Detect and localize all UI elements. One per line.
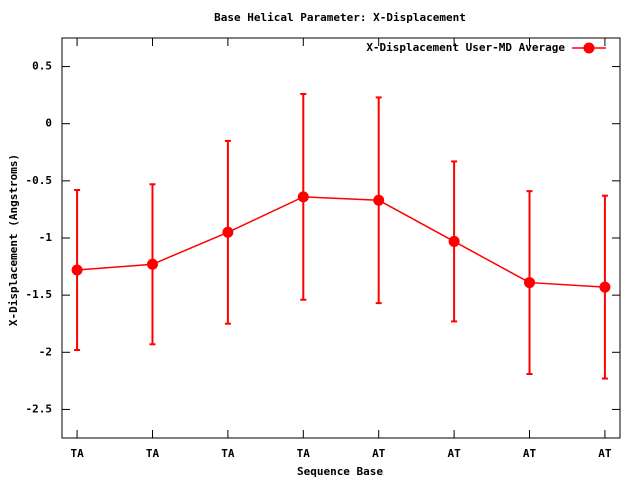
- x-tick-label: TA: [221, 447, 235, 460]
- x-tick-label: TA: [70, 447, 84, 460]
- y-axis-label: X-Displacement (Angstroms): [7, 154, 20, 326]
- y-tick-label: -1.5: [26, 288, 53, 301]
- y-tick-label: -2: [39, 345, 52, 358]
- y-tick-label: -0.5: [26, 174, 53, 187]
- x-tick-label: AT: [372, 447, 386, 460]
- point: [71, 264, 83, 276]
- chart-title: Base Helical Parameter: X-Displacement: [214, 11, 466, 24]
- point: [222, 226, 234, 238]
- point: [524, 277, 536, 289]
- point: [599, 281, 611, 293]
- series-line: [77, 196, 605, 288]
- legend-label: X-Displacement User-MD Average: [366, 41, 565, 54]
- y-tick-label: -1: [39, 231, 53, 244]
- y-tick-label: 0.5: [32, 60, 52, 73]
- point: [297, 191, 309, 203]
- point: [146, 258, 158, 270]
- x-axis-label: Sequence Base: [297, 465, 383, 478]
- point: [448, 235, 460, 247]
- plot-frame: [61, 37, 621, 439]
- x-tick-label: AT: [447, 447, 461, 460]
- x-tick-label: AT: [523, 447, 537, 460]
- y-tick-label: 0: [45, 117, 52, 130]
- x-tick-label: AT: [598, 447, 612, 460]
- legend-marker: [583, 42, 595, 54]
- x-tick-label: TA: [146, 447, 160, 460]
- point: [373, 194, 385, 206]
- x-tick-label: TA: [297, 447, 311, 460]
- y-tick-label: -2.5: [26, 402, 53, 415]
